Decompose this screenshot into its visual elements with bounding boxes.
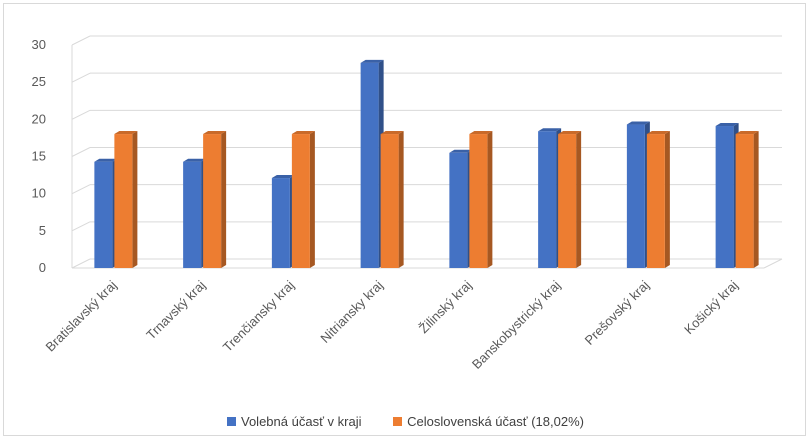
bar-series-1 [715, 126, 734, 268]
bar-top-1 [94, 158, 118, 162]
gridline-depth [71, 221, 91, 232]
bar-side-2 [309, 131, 315, 268]
bar-top-2 [646, 131, 670, 135]
y-tick-label: 15 [32, 149, 46, 164]
y-tick-label: 30 [32, 37, 46, 52]
bar-top-1 [183, 158, 207, 162]
bar-top-2 [558, 131, 582, 135]
bar-series-2 [558, 134, 577, 268]
bar-side-2 [487, 131, 493, 268]
legend-item-series-1: Volebná účasť v kraji [227, 414, 362, 429]
bar-series-2 [380, 134, 399, 268]
legend-swatch-series-1 [227, 417, 236, 426]
bar-top-2 [469, 131, 493, 135]
bar-top-1 [449, 149, 473, 153]
y-tick-label: 5 [39, 223, 46, 238]
gridline-depth [71, 72, 91, 83]
gridline-depth [71, 35, 91, 46]
chart-frame: 0 5 10 15 20 25 30 Bratislavský kraj Trnavský kr… [3, 3, 806, 436]
legend-label-series-2: Celoslovenská účasť (18,02%) [407, 414, 584, 429]
legend-label-series-1: Volebná účasť v kraji [241, 414, 362, 429]
bar-top-2 [735, 131, 759, 135]
x-tick-label: Košický kraj [681, 277, 741, 337]
legend-swatch-series-2 [393, 417, 403, 426]
chart-plot: 0 5 10 15 20 25 30 Bratislavský kraj Trnavský kr… [32, 35, 783, 372]
bar-series-1 [626, 124, 645, 268]
floor-right-edge [763, 258, 783, 269]
bar-side-2 [753, 131, 759, 268]
bar-side-2 [664, 131, 670, 268]
bar-side-2 [221, 131, 227, 268]
bar-top-1 [360, 59, 384, 63]
bar-series-1 [183, 161, 202, 268]
bar-series-2 [646, 134, 665, 268]
y-tick-label: 20 [32, 111, 46, 126]
legend-item-series-2: Celoslovenská účasť (18,02%) [393, 414, 584, 429]
gridline-depth [71, 184, 91, 195]
bar-series-1 [360, 62, 379, 269]
x-tick-label: Žilinský kraj [416, 277, 475, 336]
bar-series-1 [94, 161, 113, 268]
bar-top-2 [380, 131, 404, 135]
bar-series-2 [203, 134, 222, 268]
bar-series-1 [271, 178, 290, 268]
bar-top-2 [203, 131, 227, 135]
gridline-depth [71, 258, 91, 269]
x-tick-label: Trenčiansky kraj [220, 277, 297, 354]
bar-side-2 [132, 131, 138, 268]
bar-series-2 [469, 134, 488, 268]
bar-side-2 [398, 131, 404, 268]
bar-top-1 [626, 121, 650, 125]
x-tick-label: Prešovský kraj [582, 277, 652, 347]
bar-series-2 [735, 134, 754, 268]
bar-series-2 [291, 134, 310, 268]
bar-top-1 [538, 128, 562, 132]
bar-series-1 [449, 152, 468, 268]
gridline-depth [71, 147, 91, 157]
legend: Volebná účasť v kraji Celoslovenská účas… [4, 414, 807, 429]
y-tick-label: 10 [32, 186, 46, 201]
x-tick-label: Trnavský kraj [143, 277, 208, 342]
bar-side-2 [576, 131, 582, 268]
bar-top-1 [715, 123, 739, 127]
x-tick-label: Banskobystrický kraj [469, 277, 563, 371]
x-tick-label: Bratislavský kraj [42, 277, 119, 354]
gridline-depth [71, 109, 91, 120]
bar-series-1 [538, 131, 557, 268]
bar-top-1 [271, 175, 295, 179]
x-tick-label: Nitriansky kraj [317, 277, 385, 345]
y-tick-label: 0 [39, 260, 46, 275]
bar-series-2 [114, 134, 133, 268]
bar-top-2 [291, 131, 315, 135]
bar-top-2 [114, 131, 138, 135]
y-tick-label: 25 [32, 74, 46, 89]
